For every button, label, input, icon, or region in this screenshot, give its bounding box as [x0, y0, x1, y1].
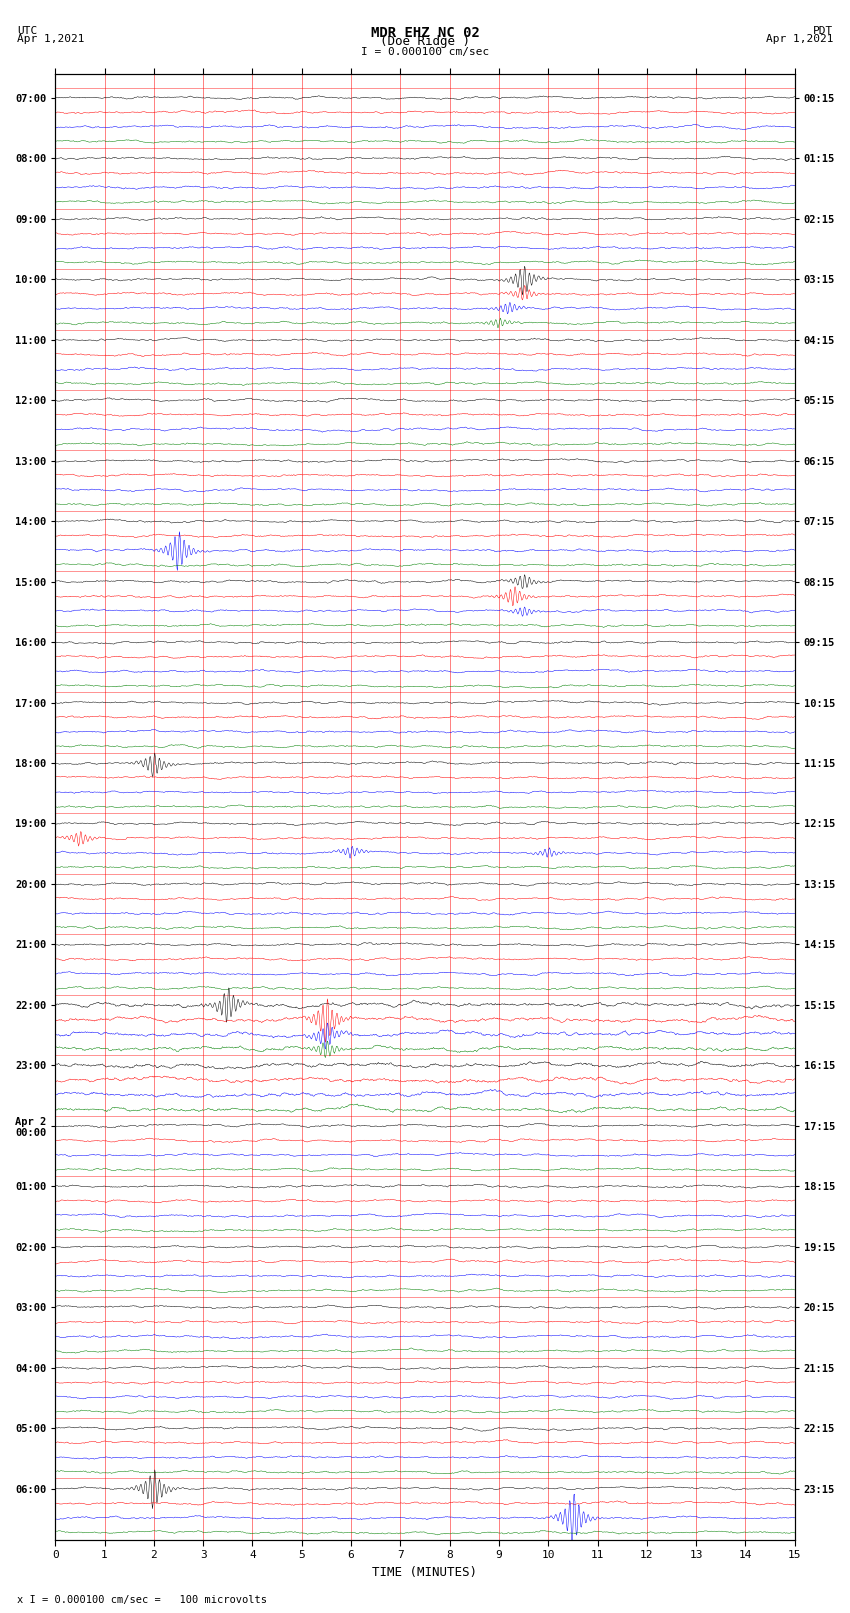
Text: Apr 1,2021: Apr 1,2021: [17, 34, 84, 44]
Text: PDT: PDT: [813, 26, 833, 35]
Text: x I = 0.000100 cm/sec =   100 microvolts: x I = 0.000100 cm/sec = 100 microvolts: [17, 1595, 267, 1605]
Text: MDR EHZ NC 02: MDR EHZ NC 02: [371, 26, 479, 40]
Text: UTC: UTC: [17, 26, 37, 35]
X-axis label: TIME (MINUTES): TIME (MINUTES): [372, 1566, 478, 1579]
Text: Apr 1,2021: Apr 1,2021: [766, 34, 833, 44]
Text: I = 0.000100 cm/sec: I = 0.000100 cm/sec: [361, 47, 489, 56]
Text: (Doe Ridge ): (Doe Ridge ): [380, 35, 470, 48]
